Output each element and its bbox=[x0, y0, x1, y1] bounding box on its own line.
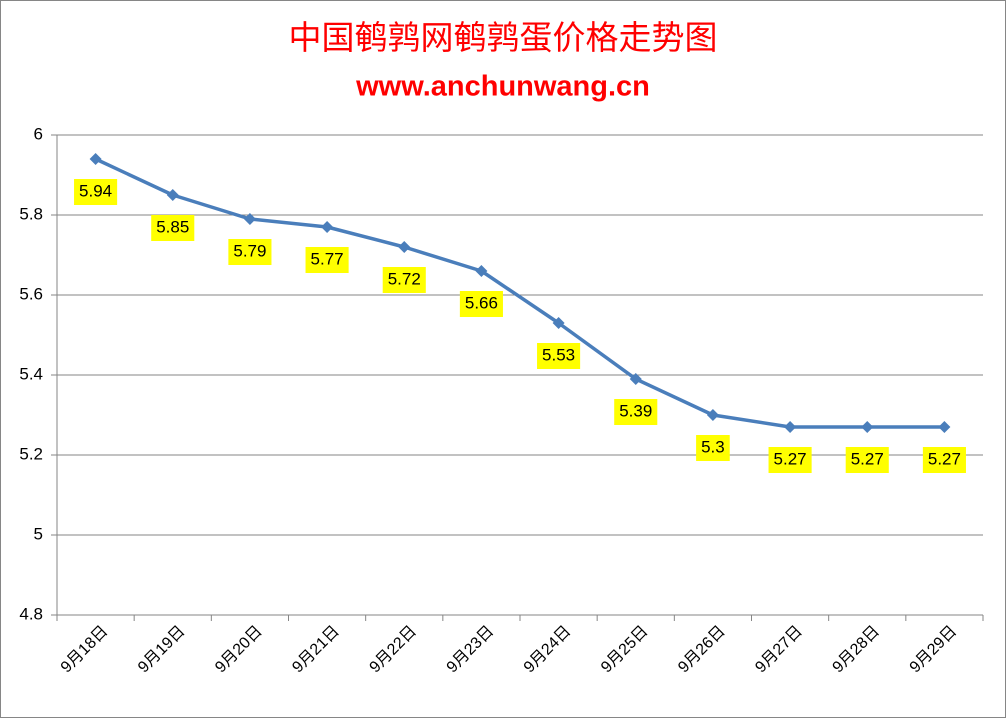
data-label-bg bbox=[459, 291, 503, 317]
marker bbox=[475, 265, 488, 277]
data-label-bg bbox=[768, 447, 812, 473]
data-label-bg bbox=[382, 267, 426, 293]
line bbox=[94, 157, 945, 429]
data-label-bg bbox=[696, 435, 730, 461]
data-label: 5.53 bbox=[542, 345, 575, 364]
data-label: 5.27 bbox=[851, 449, 884, 468]
data-label: 5.27 bbox=[928, 449, 961, 468]
y-tick-label: 5.6 bbox=[19, 284, 43, 303]
marker bbox=[552, 317, 565, 329]
data-label-bg bbox=[74, 179, 118, 205]
marker bbox=[784, 421, 797, 433]
marker bbox=[629, 373, 642, 385]
y-tick-label: 5 bbox=[34, 524, 43, 543]
y-tick-label: 5.4 bbox=[19, 364, 43, 383]
marker bbox=[321, 221, 334, 233]
marker bbox=[398, 241, 411, 253]
data-label: 5.3 bbox=[701, 437, 725, 456]
data-label: 5.39 bbox=[619, 401, 652, 420]
marker bbox=[938, 421, 951, 433]
y-tick-label: 5.2 bbox=[19, 444, 43, 463]
marker bbox=[243, 213, 256, 225]
data-label-bg bbox=[151, 215, 195, 241]
data-label-bg bbox=[922, 447, 966, 473]
y-tick-label: 5.8 bbox=[19, 204, 43, 223]
data-label-bg bbox=[845, 447, 889, 473]
marker bbox=[706, 409, 719, 421]
y-tick-label: 4.8 bbox=[19, 604, 43, 623]
data-label: 5.79 bbox=[233, 241, 266, 260]
data-label: 5.27 bbox=[774, 449, 807, 468]
data-label: 5.77 bbox=[311, 249, 344, 268]
data-label-bg bbox=[537, 343, 581, 369]
data-label: 5.94 bbox=[79, 181, 112, 200]
data-label-bg bbox=[305, 247, 349, 273]
marker bbox=[89, 153, 102, 165]
data-label-bg bbox=[228, 239, 272, 265]
data-label-bg bbox=[614, 399, 658, 425]
chart-title: 中国鹌鹑网鹌鹑蛋价格走势图 bbox=[289, 18, 718, 57]
data-label: 5.85 bbox=[156, 217, 189, 236]
data-label: 5.66 bbox=[465, 293, 498, 312]
chart-subtitle: www.anchunwang.cn bbox=[355, 71, 650, 103]
marker bbox=[166, 189, 179, 201]
data-label: 5.72 bbox=[388, 269, 421, 288]
marker bbox=[861, 421, 874, 433]
y-tick-label: 6 bbox=[34, 124, 43, 143]
